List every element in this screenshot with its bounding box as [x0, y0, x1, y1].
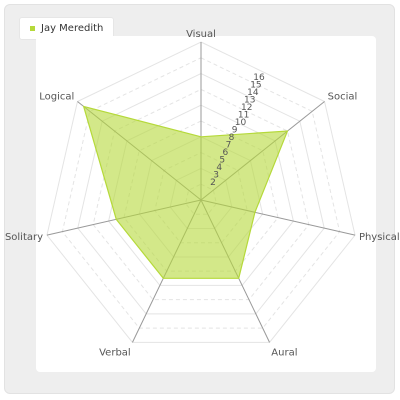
- tick-label: 14: [247, 88, 259, 98]
- chart-frame: Jay Meredith: [4, 4, 395, 394]
- axis-label-physical: Physical: [359, 232, 400, 243]
- axis-label-verbal: Verbal: [99, 348, 131, 359]
- tick-label: 12: [241, 103, 252, 113]
- legend-swatch: [30, 26, 35, 31]
- series-area[interactable]: [82, 105, 289, 279]
- tick-label: 3: [213, 170, 219, 180]
- tick-label: 15: [250, 80, 261, 90]
- tick-label: 13: [244, 95, 255, 105]
- axis-label-logical: Logical: [39, 92, 74, 103]
- tick-label: 11: [238, 110, 249, 120]
- tick-label: 2: [210, 178, 216, 188]
- tick-label: 10: [235, 118, 247, 128]
- tick-label: 5: [219, 155, 225, 165]
- grid-ring: [46, 41, 356, 343]
- series: [82, 105, 289, 279]
- tick-label: 7: [226, 140, 232, 150]
- tick-label: 9: [232, 125, 238, 135]
- grid-ring: [61, 57, 341, 329]
- tick-label: 6: [222, 148, 228, 158]
- axis-label-visual: Visual: [186, 29, 216, 40]
- axis-label-social: Social: [328, 92, 358, 103]
- tick-label: 4: [216, 163, 222, 173]
- axis-label-solitary: Solitary: [5, 232, 43, 243]
- tick-label: 16: [253, 73, 265, 83]
- legend-label: Jay Meredith: [41, 23, 104, 34]
- axis-label-aural: Aural: [271, 348, 297, 359]
- axis-labels: Visual Social Physical Aural Verbal Solitary L…: [5, 29, 400, 359]
- tick-label: 8: [229, 133, 235, 143]
